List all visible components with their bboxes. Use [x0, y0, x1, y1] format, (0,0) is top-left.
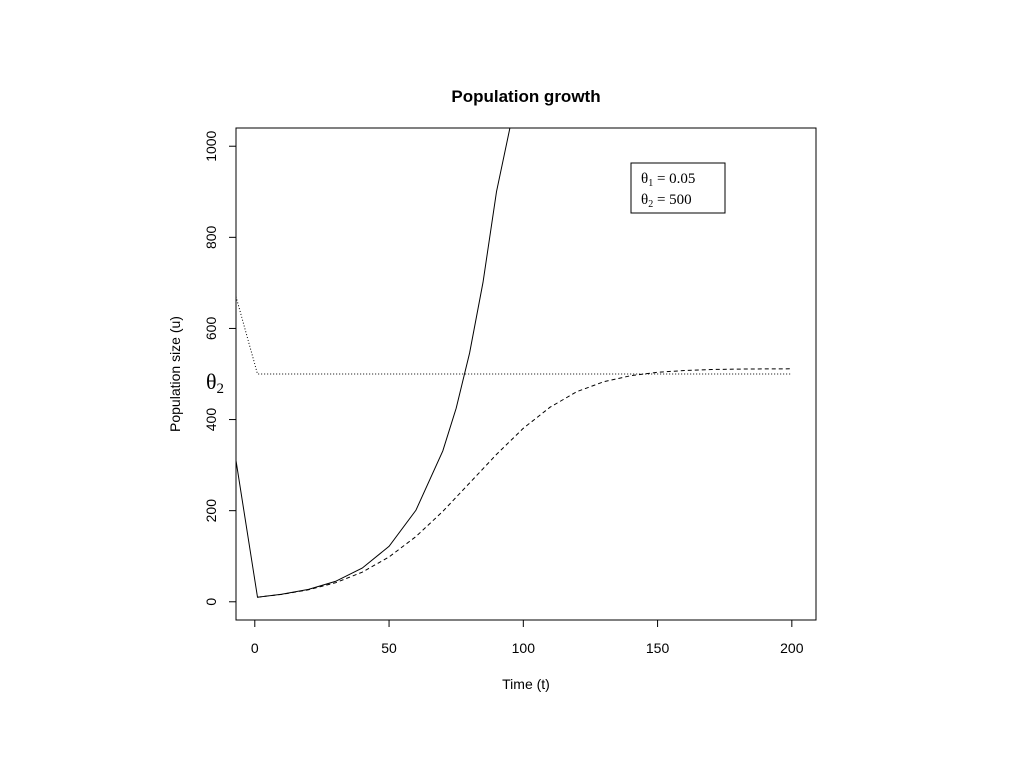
- chart-title: Population growth: [451, 87, 600, 106]
- x-tick-label: 200: [780, 640, 804, 656]
- x-axis-label: Time (t): [502, 676, 550, 692]
- y-axis-label: Population size (u): [167, 316, 183, 432]
- x-tick-label: 100: [512, 640, 536, 656]
- annotation-layer: θ2: [206, 369, 224, 397]
- x-tick-label: 0: [251, 640, 259, 656]
- y-tick-label: 800: [203, 225, 219, 249]
- y-tick-label: 1000: [203, 130, 219, 161]
- series-line-dashed: [257, 368, 792, 598]
- x-axis: 0 50 100 150 200: [251, 619, 804, 656]
- series-line-solid: [235, 127, 511, 598]
- x-tick-label: 50: [381, 640, 397, 656]
- legend-entry: θ1 = 0.05: [641, 171, 695, 189]
- legend-box: [630, 162, 726, 214]
- series-layer: [235, 127, 792, 598]
- x-tick-label: 150: [646, 640, 670, 656]
- legend: θ1 = 0.05 θ2 = 500: [630, 162, 726, 214]
- legend-entry: θ2 = 500: [641, 192, 692, 210]
- series-line-dotted: [235, 296, 792, 375]
- y-tick-label: 0: [203, 598, 219, 606]
- y-tick-label: 400: [203, 408, 219, 432]
- theta2-annotation: θ2: [206, 369, 224, 397]
- y-axis: 0 200 400 600 800 1000: [203, 130, 237, 606]
- y-tick-label: 200: [203, 499, 219, 523]
- y-tick-label: 600: [203, 317, 219, 341]
